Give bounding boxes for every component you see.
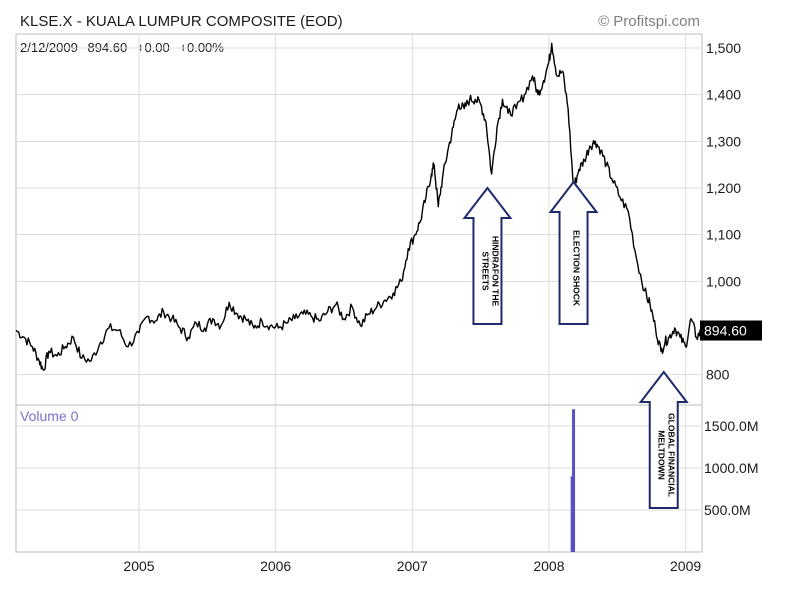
y-tick-label: 1,100 bbox=[706, 227, 741, 243]
x-tick-label: 2008 bbox=[533, 558, 564, 574]
volume-tick-label: 500.0M bbox=[704, 502, 751, 518]
volume-tick-label: 1000.0M bbox=[704, 460, 758, 476]
annotation-arrow: ELECTION SHOCK bbox=[548, 180, 599, 325]
annotation-text: STREETS bbox=[480, 251, 490, 291]
y-tick-label: 1,300 bbox=[706, 133, 741, 149]
last-value-tag bbox=[700, 320, 762, 341]
annotation-arrow-shape bbox=[548, 180, 599, 325]
x-tick-label: 2006 bbox=[260, 558, 291, 574]
chart-title: KLSE.X - KUALA LUMPUR COMPOSITE (EOD) bbox=[20, 13, 343, 30]
annotation-text: MELTDOWN bbox=[657, 430, 667, 479]
volume-panel bbox=[570, 409, 576, 552]
y-tick-label: 1,000 bbox=[706, 273, 741, 289]
annotation-text: HINDRAFON THE bbox=[490, 236, 500, 307]
price-line bbox=[15, 42, 703, 371]
y-tick-label: 800 bbox=[706, 367, 730, 383]
volume-label: Volume 0 bbox=[20, 408, 79, 424]
volume-tick-label: 1500.0M bbox=[704, 418, 758, 434]
grid bbox=[16, 34, 702, 552]
price-panel: 894.60 bbox=[15, 42, 762, 371]
x-tick-label: 2009 bbox=[670, 558, 701, 574]
annotation-text: ELECTION SHOCK bbox=[572, 230, 582, 307]
chart-frame bbox=[15, 33, 703, 553]
y-tick-label: 1,500 bbox=[706, 40, 741, 56]
x-tick-label: 2005 bbox=[123, 558, 154, 574]
x-tick-label: 2007 bbox=[397, 558, 428, 574]
y-tick-label: 1,400 bbox=[706, 87, 741, 103]
y-tick-label: 1,200 bbox=[706, 180, 741, 196]
last-value-label: 894.60 bbox=[704, 323, 747, 339]
annotation-arrow-shape bbox=[638, 370, 689, 509]
chart-credit: © Profitspi.com bbox=[598, 13, 700, 30]
annotation-arrow-shape bbox=[462, 186, 513, 325]
axes: 2005 2006 2007 2008 2009 800 1,000 1,100 1,200 1,… bbox=[123, 40, 758, 574]
volume-bar bbox=[570, 476, 574, 552]
annotation-text: GLOBAL FINANCIAL bbox=[667, 413, 677, 497]
